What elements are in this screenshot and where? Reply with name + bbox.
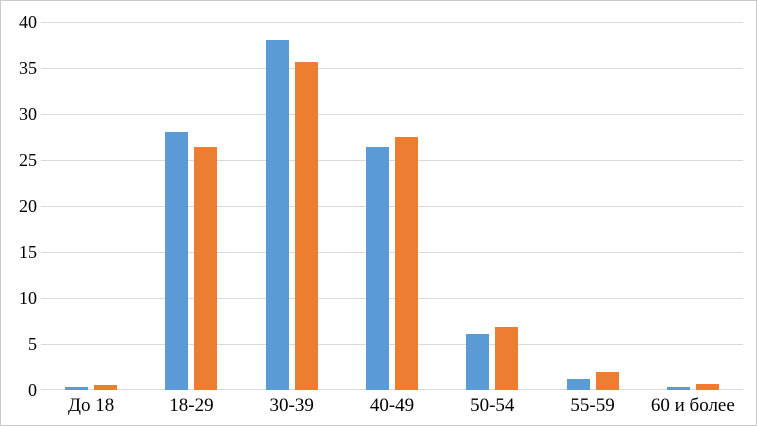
y-axis: 0 5 10 15 20 25 30 35 40: [1, 13, 37, 399]
x-axis-line: [41, 389, 743, 390]
bar-orange: [194, 147, 218, 390]
gridline: [41, 160, 743, 161]
gridline: [41, 68, 743, 69]
gridline: [41, 114, 743, 115]
x-axis-category-label: 30-39: [269, 395, 314, 416]
bar-group: [442, 22, 542, 390]
bar-orange: [294, 62, 318, 390]
y-axis-tick-label: 30: [19, 104, 37, 124]
x-axis-category-label: 40-49: [369, 395, 415, 416]
gridline: [41, 298, 743, 299]
bar-group: [141, 22, 241, 390]
gridline: [41, 206, 743, 207]
bar-group: [41, 22, 141, 390]
y-axis-tick-label: 25: [19, 150, 37, 170]
bar-blue: [165, 132, 189, 390]
x-axis-category-label: 60 и более: [650, 395, 735, 416]
x-axis-category-label: 55-59: [570, 395, 615, 416]
bar-blue: [65, 387, 89, 390]
y-axis-tick-label: 15: [19, 242, 37, 262]
bar-blue: [666, 387, 690, 390]
x-axis: До 18 18-29 30-39 40-49 50-54 55-59 60 и более: [41, 395, 743, 417]
y-axis-tick-label: 20: [19, 196, 37, 216]
bars-layer: [41, 22, 743, 390]
bar-group: [643, 22, 743, 390]
bar-blue: [566, 379, 590, 390]
bar-orange: [495, 327, 519, 390]
x-axis-category-label: 18-29: [169, 395, 214, 416]
bar-group: [242, 22, 342, 390]
gridline: [41, 252, 743, 253]
bar-blue: [466, 334, 490, 390]
gridline: [41, 22, 743, 23]
bar-orange: [595, 372, 619, 390]
y-axis-tick-label: 35: [19, 58, 37, 78]
x-axis-category-label: 50-54: [470, 395, 515, 416]
y-axis-tick-label: 5: [28, 334, 37, 354]
bar-group: [542, 22, 642, 390]
plot-area: [41, 22, 743, 390]
bar-blue: [365, 147, 389, 390]
bar-orange: [394, 137, 418, 390]
y-axis-tick-label: 0: [28, 380, 37, 400]
y-axis-tick-label: 10: [19, 288, 37, 308]
y-axis-tick-label: 40: [19, 12, 37, 32]
bar-orange: [695, 384, 719, 390]
bar-orange: [94, 385, 118, 390]
bar-group: [342, 22, 442, 390]
x-axis-category-label: До 18: [68, 395, 115, 416]
gridline: [41, 344, 743, 345]
bar-blue: [265, 40, 289, 390]
